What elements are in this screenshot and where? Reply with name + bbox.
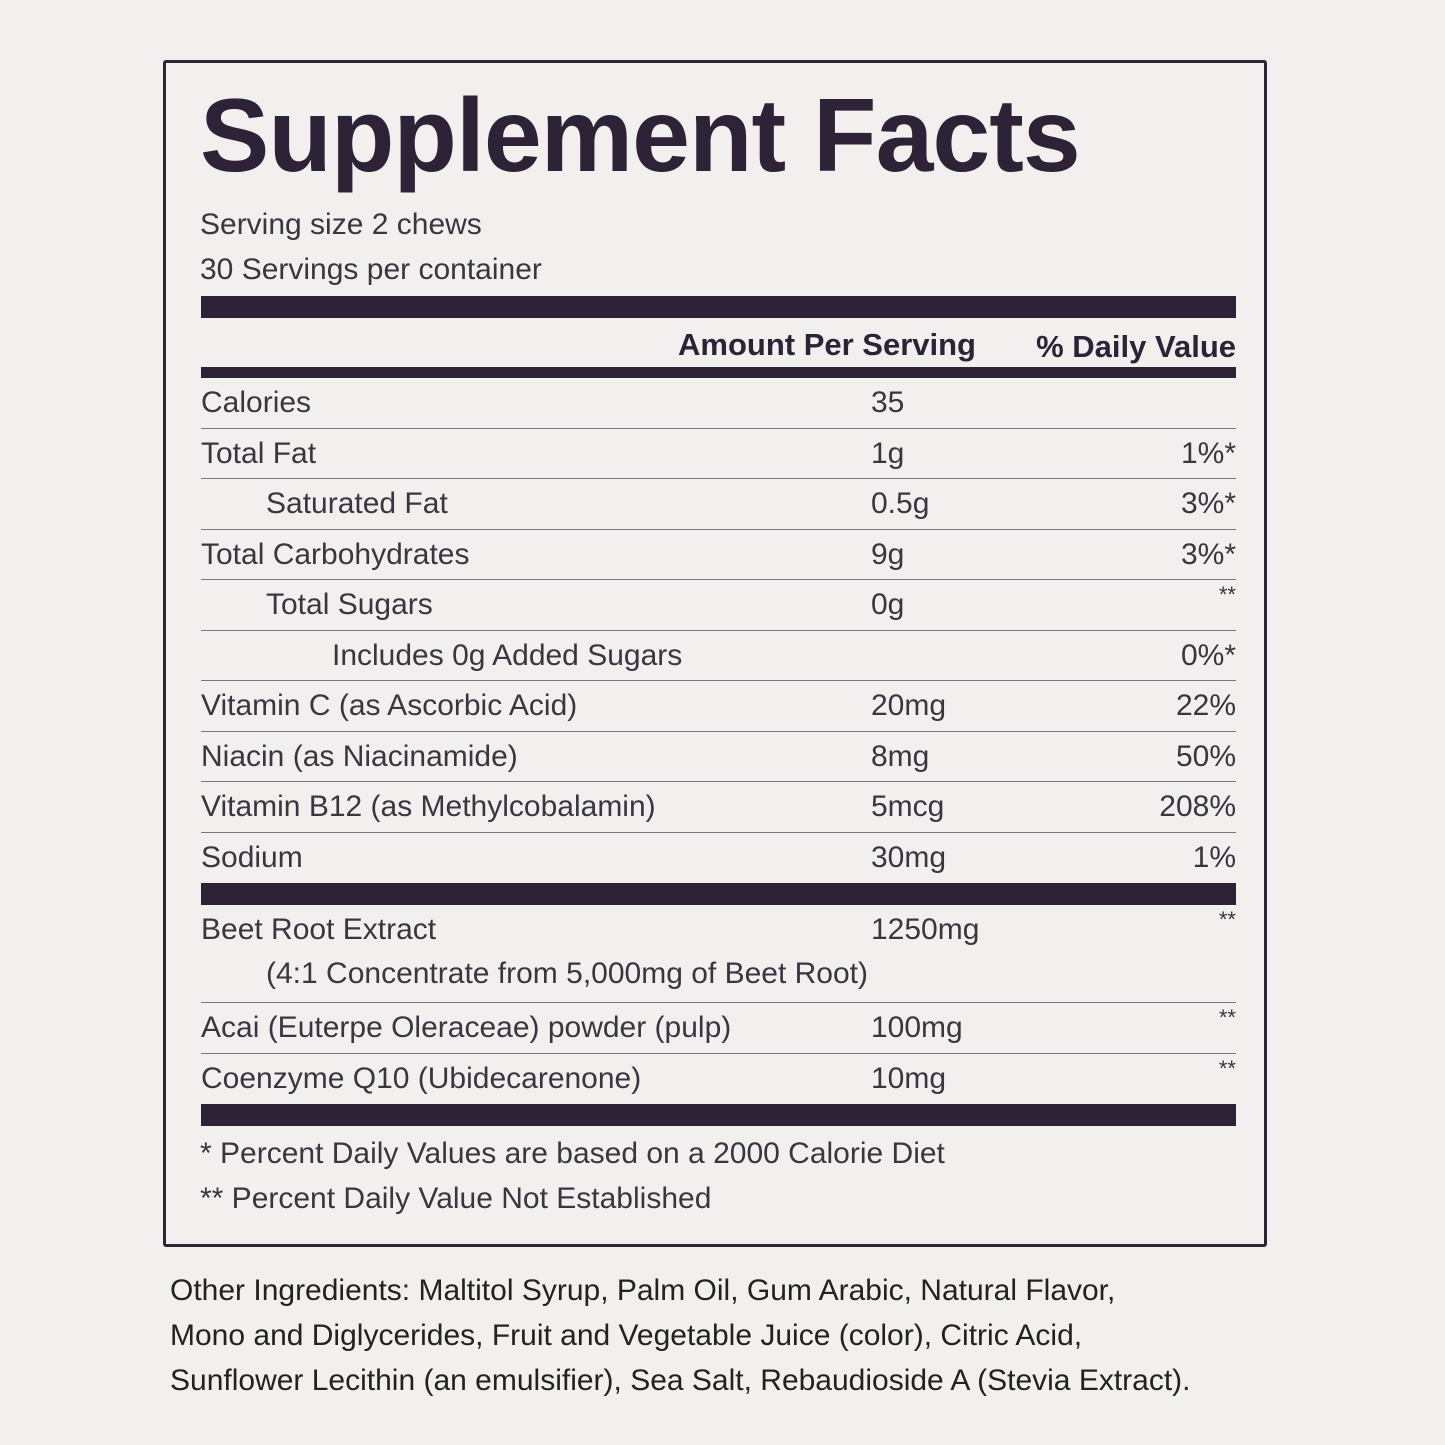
nutrient-row: Acai (Euterpe Oleraceae) powder (pulp) 10… — [201, 1003, 1236, 1054]
divider — [201, 1104, 1236, 1126]
nutrient-name: Total Carbohydrates — [201, 537, 470, 571]
nutrient-name: Niacin (as Niacinamide) — [201, 739, 518, 773]
daily-value: ** — [1218, 582, 1236, 607]
daily-value: 3%* — [1180, 487, 1236, 520]
divider — [201, 883, 1236, 905]
nutrient-row: Total Carbohydrates 9g 3%* — [201, 530, 1236, 580]
footnote: ** Percent Daily Value Not Established — [200, 1182, 712, 1215]
nutrient-note: (4:1 Concentrate from 5,000mg of Beet Ro… — [266, 957, 868, 990]
amount: 5mcg — [871, 790, 945, 823]
nutrient-row: Vitamin C (as Ascorbic Acid) 20mg 22% — [201, 681, 1236, 732]
nutrient-row: Sodium 30mg 1% — [201, 833, 1236, 884]
rows: Calories 35 Total Fat 1g 1%* Saturated Fat 0.5… — [201, 378, 1236, 1126]
amount: 100mg — [871, 1011, 963, 1044]
nutrient-row: Niacin (as Niacinamide) 8mg 50% — [201, 732, 1236, 782]
nutrient-name: Vitamin B12 (as Methylcobalamin) — [201, 790, 656, 823]
ingredients-line: Sunflower Lecithin (an emulsifier), Sea … — [170, 1364, 1191, 1397]
daily-value: 22% — [1175, 689, 1236, 722]
nutrient-name: Sodium — [201, 840, 303, 874]
ingredients-line: Mono and Diglycerides, Fruit and Vegetab… — [170, 1319, 1083, 1352]
amount-header: Amount Per Serving — [678, 327, 976, 362]
nutrient-name: Acai (Euterpe Oleraceae) powder (pulp) — [201, 1011, 732, 1044]
nutrient-name: Beet Root Extract — [201, 913, 437, 946]
amount: 0.5g — [871, 487, 930, 520]
serving-size: Serving size 2 chews — [200, 208, 482, 241]
divider — [201, 296, 1236, 318]
nutrient-row: Vitamin B12 (as Methylcobalamin) 5mcg 208% — [201, 782, 1236, 833]
amount: 8mg — [871, 739, 930, 773]
facts-panel: Supplement Facts Serving size 2 chews 30… — [163, 60, 1267, 1247]
nutrient-row: Calories 35 — [201, 378, 1236, 429]
amount: 20mg — [871, 689, 947, 722]
nutrient-row: Total Sugars 0g ** — [201, 580, 1236, 631]
servings: 30 Servings per container — [200, 253, 542, 286]
divider — [201, 367, 1236, 378]
nutrient-name: Calories — [201, 386, 312, 419]
daily-value: ** — [1218, 907, 1236, 932]
daily-value: ** — [1218, 1055, 1236, 1081]
amount: 35 — [871, 386, 905, 419]
amount: 0g — [871, 588, 905, 621]
nutrient-row: Coenzyme Q10 (Ubidecarenone) 10mg ** — [201, 1054, 1236, 1105]
amount: 9g — [871, 537, 905, 571]
amount: 10mg — [871, 1061, 947, 1095]
nutrient-row: Beet Root Extract 1250mg ** (4:1 Concentrat… — [201, 905, 1236, 1003]
nutrient-name: Total Fat — [201, 436, 317, 470]
dv-header: % Daily Value — [1036, 329, 1236, 364]
title: Supplement Facts — [200, 78, 1081, 194]
amount: 1g — [871, 436, 905, 470]
daily-value: ** — [1218, 1005, 1236, 1030]
daily-value: 3%* — [1180, 537, 1236, 571]
daily-value: 0%* — [1180, 638, 1236, 672]
nutrient-row: Includes 0g Added Sugars 0%* — [201, 631, 1236, 681]
footnote: * Percent Daily Values are based on a 20… — [200, 1137, 945, 1170]
amount: 1250mg — [871, 913, 980, 946]
daily-value: 1%* — [1180, 436, 1236, 470]
ingredients-line: Other Ingredients: Maltitol Syrup, Palm … — [170, 1274, 1116, 1307]
daily-value: 208% — [1159, 790, 1236, 823]
amount: 30mg — [871, 840, 947, 874]
nutrient-name: Includes 0g Added Sugars — [332, 638, 683, 672]
column-header: Amount Per Serving % Daily Value — [201, 325, 1236, 365]
nutrient-name: Total Sugars — [266, 588, 433, 621]
daily-value: 50% — [1175, 739, 1236, 773]
nutrient-row: Saturated Fat 0.5g 3%* — [201, 479, 1236, 530]
nutrient-name: Coenzyme Q10 (Ubidecarenone) — [201, 1061, 642, 1095]
daily-value: 1% — [1192, 840, 1236, 874]
nutrient-row: Total Fat 1g 1%* — [201, 429, 1236, 479]
nutrient-name: Saturated Fat — [266, 487, 448, 520]
nutrient-name: Vitamin C (as Ascorbic Acid) — [201, 689, 578, 722]
